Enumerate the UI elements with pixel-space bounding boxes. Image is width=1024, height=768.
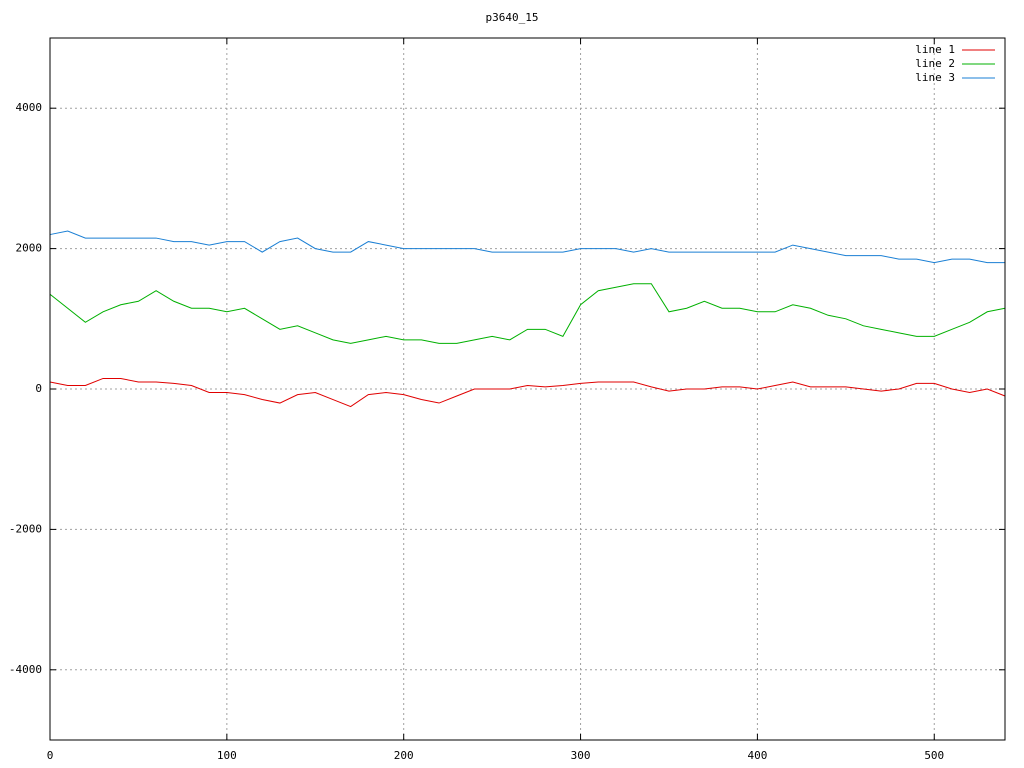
y-tick-label: -2000	[9, 522, 42, 535]
x-tick-label: 500	[924, 749, 944, 762]
y-tick-label: -4000	[9, 663, 42, 676]
x-tick-label: 100	[217, 749, 237, 762]
legend-label: line 3	[915, 71, 955, 84]
chart-title: p3640_15	[486, 11, 539, 24]
x-tick-label: 300	[571, 749, 591, 762]
y-tick-label: 0	[35, 382, 42, 395]
x-tick-label: 400	[747, 749, 767, 762]
legend-label: line 2	[915, 57, 955, 70]
data-line	[49, 230, 1005, 264]
data-line	[49, 283, 1006, 344]
x-tick-label: 200	[394, 749, 414, 762]
legend-label: line 1	[915, 43, 955, 56]
x-tick-label: 0	[47, 749, 54, 762]
data-line	[49, 377, 1006, 408]
y-tick-label: 2000	[16, 242, 43, 255]
y-tick-label: 4000	[16, 101, 43, 114]
plot-border	[49, 37, 1006, 741]
